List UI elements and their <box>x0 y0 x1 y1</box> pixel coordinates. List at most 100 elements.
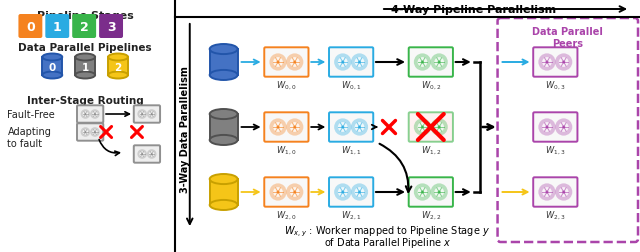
Ellipse shape <box>210 174 237 184</box>
Text: $W_{2,1}$: $W_{2,1}$ <box>341 209 361 221</box>
FancyBboxPatch shape <box>108 58 128 76</box>
Text: 0: 0 <box>26 20 35 33</box>
Circle shape <box>273 187 283 197</box>
Circle shape <box>341 61 344 64</box>
Circle shape <box>84 132 86 133</box>
Circle shape <box>559 58 568 68</box>
Circle shape <box>421 61 424 64</box>
Circle shape <box>81 110 90 119</box>
Ellipse shape <box>210 45 237 55</box>
Circle shape <box>355 58 364 68</box>
Circle shape <box>140 112 145 117</box>
Circle shape <box>431 119 448 136</box>
Circle shape <box>542 187 552 197</box>
Ellipse shape <box>42 54 62 61</box>
Ellipse shape <box>76 72 95 79</box>
Circle shape <box>83 130 88 135</box>
Circle shape <box>341 126 344 129</box>
Text: $W_{0,1}$: $W_{0,1}$ <box>341 79 361 91</box>
Text: $W_{x,y}$ : Worker mapped to Pipeline Stage $y$: $W_{x,y}$ : Worker mapped to Pipeline St… <box>284 224 490 238</box>
Circle shape <box>92 112 98 117</box>
Circle shape <box>538 184 556 201</box>
FancyBboxPatch shape <box>533 48 577 77</box>
Text: Adapting
to fault: Adapting to fault <box>8 127 51 148</box>
FancyBboxPatch shape <box>210 50 237 76</box>
Circle shape <box>90 110 100 119</box>
Text: $W_{2,3}$: $W_{2,3}$ <box>545 209 566 221</box>
FancyBboxPatch shape <box>77 124 103 141</box>
Circle shape <box>421 126 424 129</box>
Circle shape <box>290 123 300 132</box>
Circle shape <box>94 132 96 133</box>
FancyBboxPatch shape <box>533 113 577 142</box>
FancyBboxPatch shape <box>134 106 160 123</box>
Circle shape <box>562 126 565 129</box>
Circle shape <box>338 187 348 197</box>
FancyBboxPatch shape <box>329 113 373 142</box>
Circle shape <box>358 191 361 194</box>
Circle shape <box>355 123 364 132</box>
Circle shape <box>559 187 568 197</box>
FancyBboxPatch shape <box>264 178 308 207</box>
Circle shape <box>355 187 364 197</box>
Text: 3: 3 <box>107 20 115 33</box>
Text: $W_{1,1}$: $W_{1,1}$ <box>341 144 361 156</box>
Circle shape <box>84 114 86 115</box>
Circle shape <box>286 184 303 201</box>
Text: 0: 0 <box>49 63 56 73</box>
FancyBboxPatch shape <box>264 48 308 77</box>
FancyBboxPatch shape <box>409 178 453 207</box>
Circle shape <box>147 110 157 119</box>
Circle shape <box>545 191 548 194</box>
Circle shape <box>351 54 368 71</box>
FancyBboxPatch shape <box>99 15 123 39</box>
Circle shape <box>559 123 568 132</box>
Circle shape <box>418 187 428 197</box>
Circle shape <box>141 153 143 155</box>
Circle shape <box>414 184 431 201</box>
Circle shape <box>555 184 572 201</box>
Circle shape <box>269 54 287 71</box>
Circle shape <box>81 128 90 137</box>
FancyBboxPatch shape <box>329 178 373 207</box>
Ellipse shape <box>210 135 237 145</box>
Text: 4-Way Pipeline Parallelism: 4-Way Pipeline Parallelism <box>391 5 556 15</box>
Circle shape <box>151 114 152 115</box>
Circle shape <box>538 54 556 71</box>
Circle shape <box>338 58 348 68</box>
Circle shape <box>94 114 96 115</box>
Circle shape <box>438 61 441 64</box>
Circle shape <box>358 126 361 129</box>
FancyBboxPatch shape <box>19 15 42 39</box>
Circle shape <box>351 184 368 201</box>
Circle shape <box>273 58 283 68</box>
Circle shape <box>92 130 98 135</box>
Circle shape <box>538 119 556 136</box>
Circle shape <box>542 58 552 68</box>
Circle shape <box>418 123 428 132</box>
Circle shape <box>140 152 145 157</box>
Circle shape <box>334 184 351 201</box>
FancyBboxPatch shape <box>72 15 96 39</box>
Circle shape <box>293 61 296 64</box>
Circle shape <box>562 61 565 64</box>
Circle shape <box>90 128 100 137</box>
FancyBboxPatch shape <box>533 178 577 207</box>
FancyBboxPatch shape <box>210 179 237 205</box>
Circle shape <box>431 54 448 71</box>
Circle shape <box>83 112 88 117</box>
Circle shape <box>269 119 287 136</box>
Text: 1: 1 <box>53 20 61 33</box>
Circle shape <box>358 61 361 64</box>
Text: $W_{1,0}$: $W_{1,0}$ <box>276 144 296 156</box>
Text: 1: 1 <box>81 63 89 73</box>
FancyBboxPatch shape <box>77 106 103 123</box>
Text: Fault-Free: Fault-Free <box>8 110 55 119</box>
Circle shape <box>286 54 303 71</box>
Circle shape <box>149 152 154 157</box>
Text: $W_{1,2}$: $W_{1,2}$ <box>420 144 441 156</box>
Circle shape <box>431 184 448 201</box>
FancyBboxPatch shape <box>497 19 638 242</box>
Circle shape <box>334 119 351 136</box>
Ellipse shape <box>210 71 237 81</box>
